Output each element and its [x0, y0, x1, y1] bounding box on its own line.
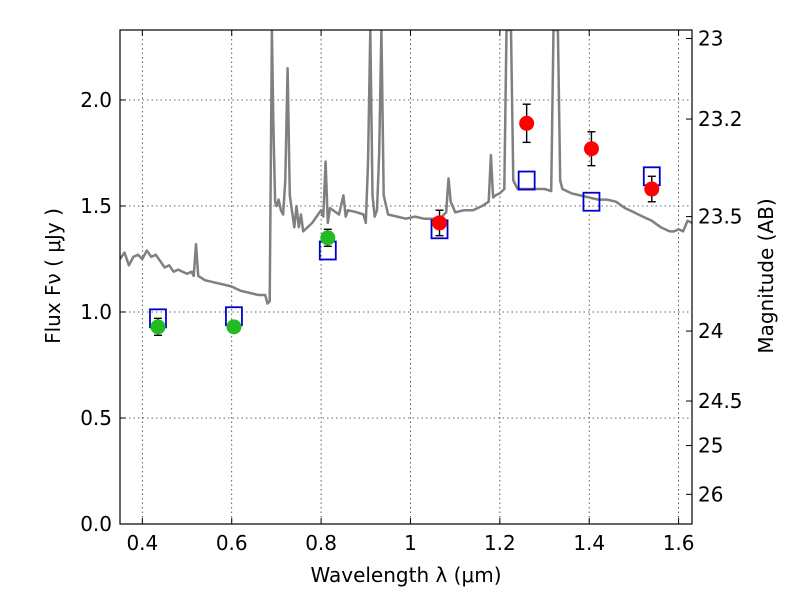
y2-tick-label: 25: [698, 434, 723, 458]
photometry-point: [432, 215, 448, 231]
x-tick-label: 1: [404, 531, 417, 555]
x-tick-label: 1.2: [484, 531, 516, 555]
spectrum-line: [120, 30, 692, 305]
grid-layer: [120, 30, 692, 525]
y2-tick-label: 23.2: [698, 107, 743, 131]
x-tick-label: 1.4: [573, 531, 605, 555]
model-photometry-square: [582, 191, 601, 212]
photometry-point: [320, 230, 336, 246]
y2-tick-label: 24.5: [698, 389, 743, 413]
photometry-point: [519, 115, 535, 131]
y2-tick-label: 26: [698, 482, 723, 506]
y-tick-label: 1.5: [80, 194, 112, 218]
x-tick-label: 0.6: [216, 531, 248, 555]
plot-frame: [119, 29, 693, 525]
y-tick-label: 1.0: [80, 300, 112, 324]
x-tick-label: 0.8: [305, 531, 337, 555]
model-photometry-square: [517, 170, 536, 191]
y2-tick-label: 23: [698, 26, 723, 50]
photometry-point: [583, 141, 599, 157]
axis-ticks: 0.4 0.6 0.8 1 1.2 1.4 1.6 0.0 0.5 1.0 1.5 2.0 23 23.2…: [80, 26, 742, 555]
x-tick-label: 0.4: [126, 531, 158, 555]
y-tick-label: 0.0: [80, 512, 112, 536]
x-axis-label: Wavelength λ (μm): [310, 563, 501, 587]
y-axis-label: Flux Fν ( μJy ): [41, 208, 65, 344]
x-tick-label: 1.6: [663, 531, 695, 555]
plot-area: [120, 30, 692, 337]
y2-tick-label: 23.5: [698, 205, 743, 229]
y-tick-label: 2.0: [80, 88, 112, 112]
photometry-point: [226, 319, 242, 335]
photometry-point: [150, 319, 166, 335]
y2-axis-label: Magnitude (AB): [754, 198, 778, 353]
y-tick-label: 0.5: [80, 406, 112, 430]
photometry-point: [644, 181, 660, 197]
y2-tick-label: 24: [698, 319, 723, 343]
